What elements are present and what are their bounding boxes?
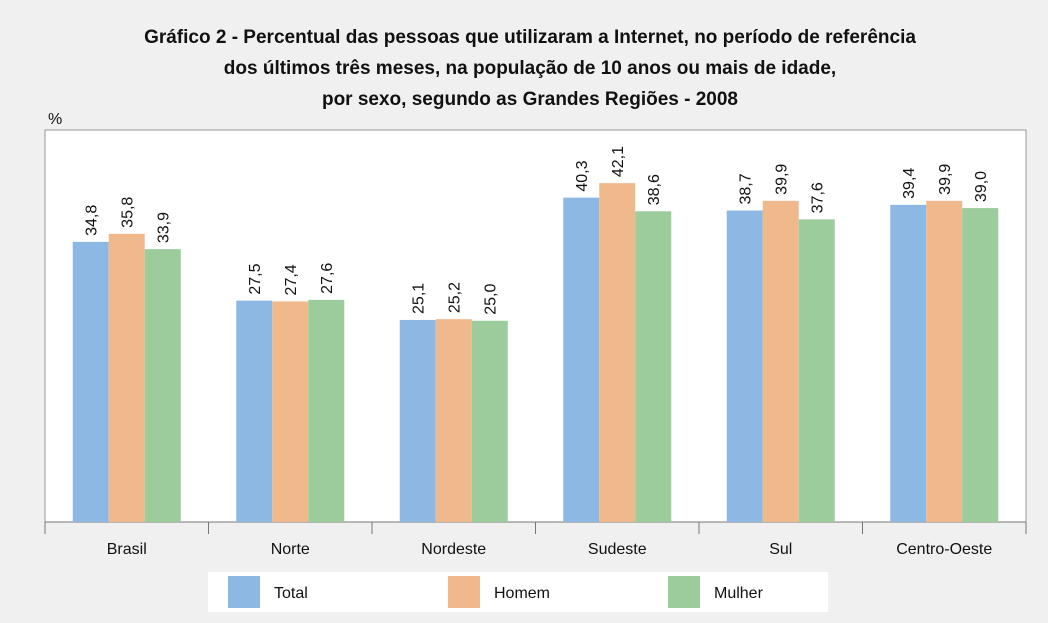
legend-label: Homem bbox=[494, 585, 550, 602]
bar bbox=[272, 301, 309, 522]
bar bbox=[926, 200, 963, 522]
legend-label: Mulher bbox=[714, 585, 764, 602]
bar bbox=[890, 204, 927, 522]
legend-swatch bbox=[668, 576, 700, 608]
value-label: 38,6 bbox=[646, 174, 663, 205]
bar bbox=[399, 319, 436, 522]
value-label: 39,0 bbox=[973, 171, 990, 202]
bar bbox=[726, 210, 763, 523]
value-label: 38,7 bbox=[738, 173, 755, 204]
value-label: 42,1 bbox=[610, 146, 627, 177]
x-tick-label: Brasil bbox=[107, 541, 147, 558]
value-label: 33,9 bbox=[156, 212, 173, 243]
chart-title: dos últimos três meses, na população de … bbox=[224, 58, 836, 79]
bar bbox=[599, 183, 636, 523]
legend-label: Total bbox=[274, 585, 308, 602]
value-label: 35,8 bbox=[120, 197, 137, 228]
value-label: 25,2 bbox=[447, 282, 464, 313]
x-tick-label: Sudeste bbox=[588, 541, 647, 558]
value-label: 27,5 bbox=[247, 263, 264, 294]
bar bbox=[471, 320, 508, 522]
bar bbox=[308, 299, 345, 522]
bar bbox=[563, 197, 600, 523]
legend-swatch bbox=[228, 576, 260, 608]
value-label: 39,4 bbox=[901, 168, 918, 199]
chart-title: Gráfico 2 - Percentual das pessoas que u… bbox=[144, 27, 916, 48]
bar bbox=[72, 241, 109, 522]
value-label: 37,6 bbox=[810, 182, 827, 213]
x-tick-label: Norte bbox=[271, 541, 310, 558]
value-label: 25,1 bbox=[411, 283, 428, 314]
bar bbox=[108, 233, 145, 522]
y-axis-label: % bbox=[48, 111, 62, 128]
x-tick-label: Centro-Oeste bbox=[896, 541, 992, 558]
value-label: 39,9 bbox=[937, 164, 954, 195]
x-tick-label: Nordeste bbox=[421, 541, 486, 558]
legend-swatch bbox=[448, 576, 480, 608]
plot-area bbox=[44, 129, 1027, 523]
bar bbox=[236, 300, 273, 522]
bar bbox=[798, 219, 835, 522]
value-label: 27,4 bbox=[283, 264, 300, 295]
value-label: 34,8 bbox=[84, 205, 101, 236]
bar bbox=[762, 200, 799, 522]
value-label: 39,9 bbox=[774, 164, 791, 195]
chart-title: por sexo, segundo as Grandes Regiões - 2… bbox=[322, 89, 738, 110]
value-label: 40,3 bbox=[574, 160, 591, 191]
legend bbox=[208, 572, 828, 612]
value-label: 25,0 bbox=[483, 284, 500, 315]
x-tick-label: Sul bbox=[769, 541, 792, 558]
value-label: 27,6 bbox=[319, 263, 336, 294]
bar bbox=[635, 211, 672, 523]
bar bbox=[962, 208, 999, 522]
bar bbox=[435, 319, 472, 522]
bar bbox=[144, 249, 181, 522]
